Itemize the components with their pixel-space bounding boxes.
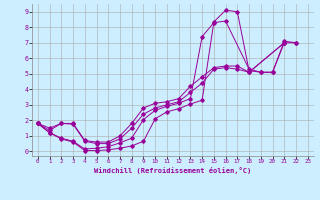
X-axis label: Windchill (Refroidissement éolien,°C): Windchill (Refroidissement éolien,°C) [94,167,252,174]
